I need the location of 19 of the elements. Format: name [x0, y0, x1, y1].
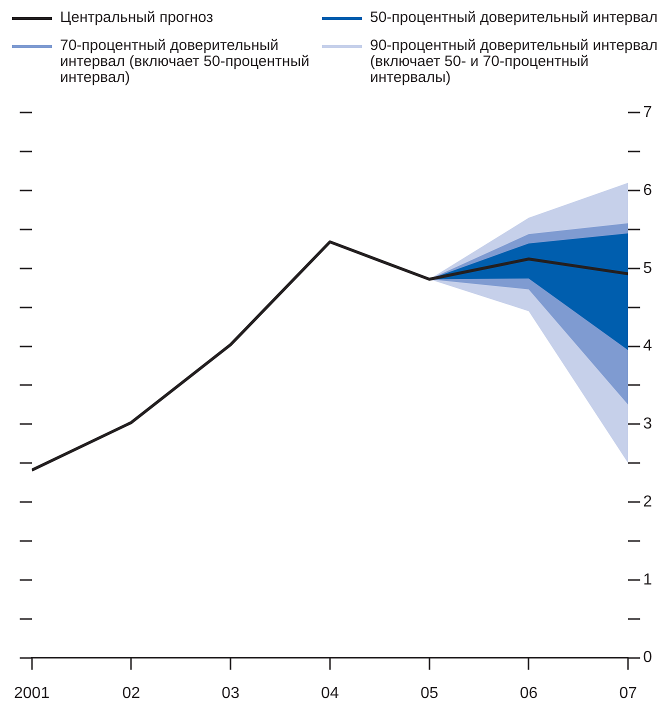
x-tick-label: 05: [420, 684, 438, 702]
y-tick-label: 7: [643, 104, 652, 122]
y-tick-label: 0: [643, 649, 652, 666]
legend-label: 50-процентный доверительный интервал: [370, 9, 658, 26]
y-tick-label: 2: [643, 493, 652, 510]
y-tick-label: 3: [643, 416, 652, 433]
y-tick-label: 6: [643, 182, 652, 199]
x-tick-label: 07: [619, 684, 638, 702]
y-tick-label: 5: [643, 260, 652, 277]
y-tick-label: 4: [643, 338, 652, 355]
x-tick-label: 02: [122, 684, 140, 702]
y-tick-label: 1: [643, 571, 652, 588]
x-tick-label: 2001: [14, 684, 50, 702]
legend-label: Центральный прогноз: [60, 9, 214, 26]
x-tick-label: 06: [520, 684, 538, 702]
legend-label: 90-процентный доверительный интервал (включает 50- и 70-процентный интервалы): [370, 37, 659, 86]
legend-label: 70-процентный доверительный интервал (включает 50-процентный интервал): [60, 37, 310, 86]
x-tick-label: 03: [222, 684, 240, 702]
x-tick-label: 04: [321, 684, 339, 702]
